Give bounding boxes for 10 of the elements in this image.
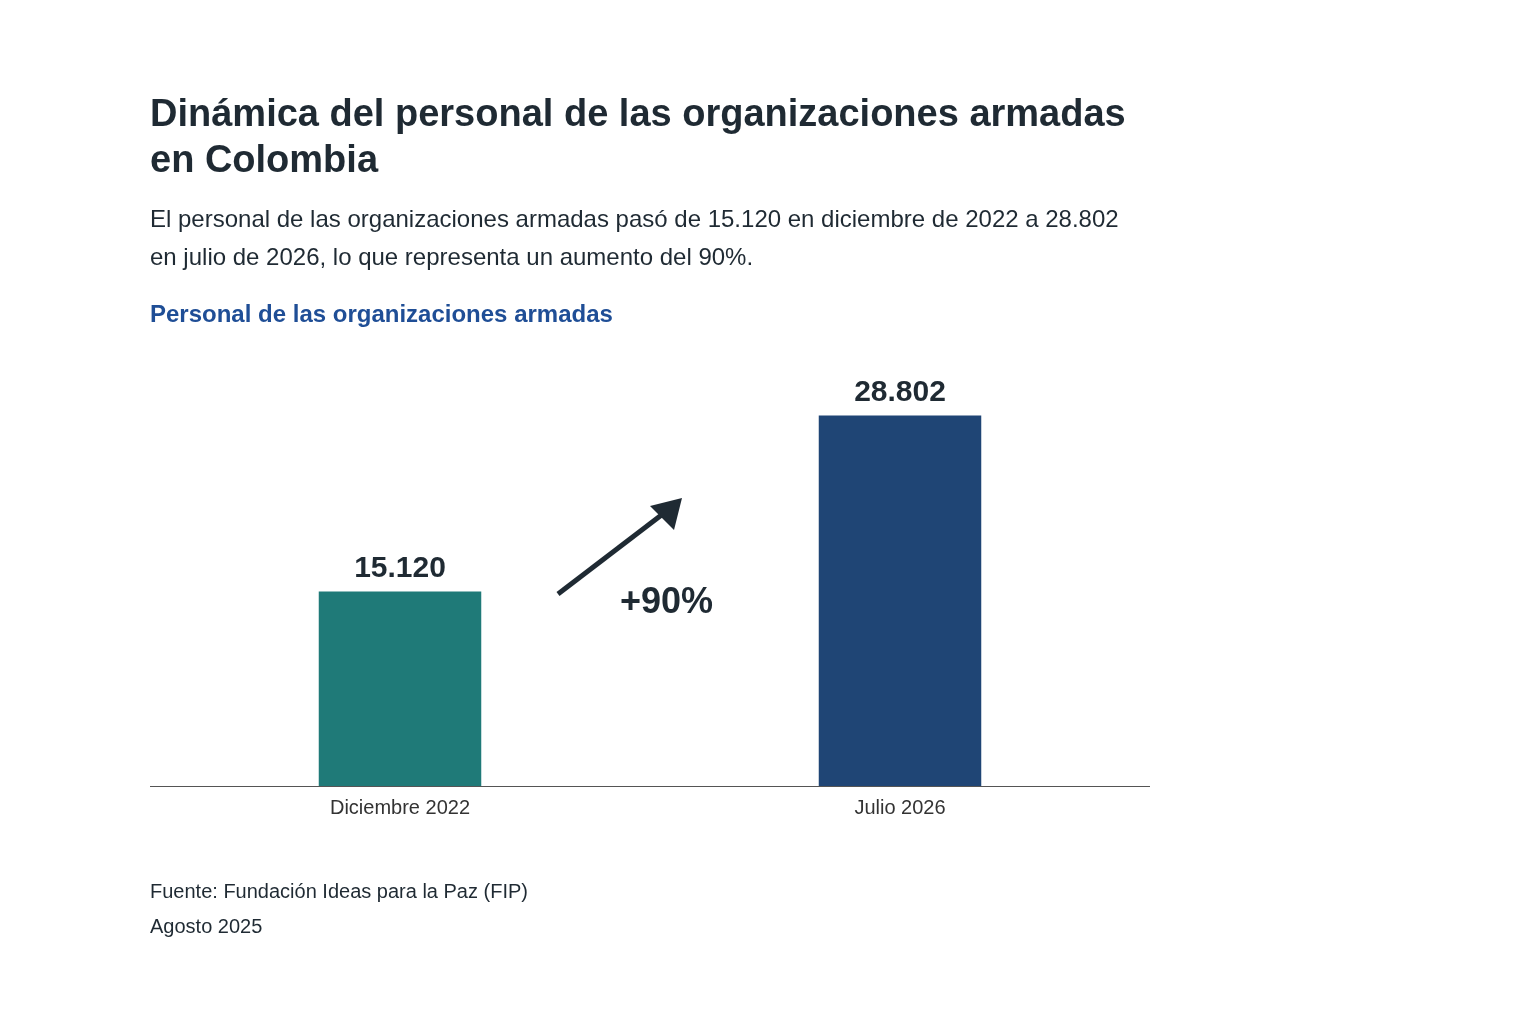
x-tick-label: Julio 2026 [854,795,946,818]
x-tick-label: Diciembre 2022 [329,795,471,818]
source-note: Fuente: Fundación Ideas para la Paz (FIP) [150,880,528,903]
data-label: 15.120 [354,549,446,583]
chart-title: Dinámica del personal de las organizaciones armadas en Colombia [150,91,1127,182]
text: Agosto 2025 [150,915,263,938]
text: Personal de las organizaciones armadas [150,300,613,328]
chart-subtitle: El personal de las organizaciones armadas pasó de 15.120 en diciembre de 2022 a 28.802 en julio de 2026, lo que representa un aumento del 90%. [150,204,1120,272]
annotation: +90% [620,580,714,622]
data-label: 28.802 [854,373,946,407]
